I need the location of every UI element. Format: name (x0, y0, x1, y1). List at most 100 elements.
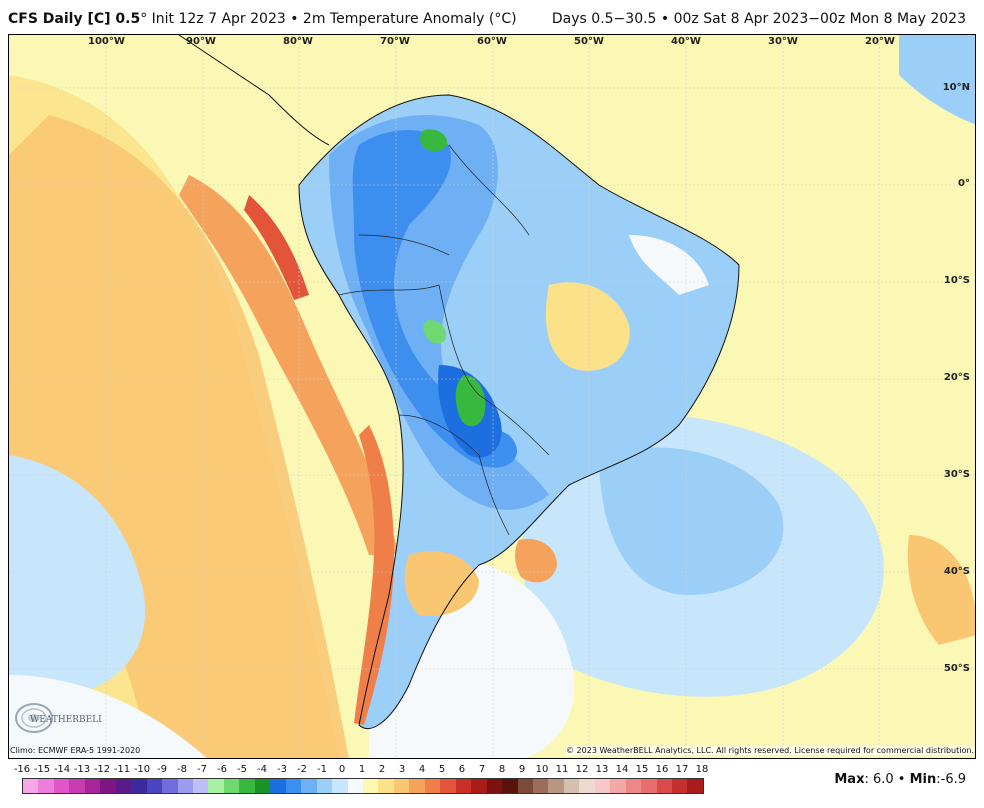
warm-brazil-interior (545, 282, 630, 371)
max-min-readout: Max: 6.0 • Min:-6.9 (834, 772, 966, 787)
model-name: CFS Daily [C] 0.5 (8, 11, 141, 27)
colorbar-tick-label: -14 (53, 764, 71, 775)
colorbar-tick-label: -16 (13, 764, 31, 775)
lon-label-100w: 100°W (88, 36, 125, 47)
max-label: Max (834, 772, 865, 787)
colorbar-swatch (502, 779, 518, 793)
anomaly-map (8, 34, 976, 759)
colorbar-tick-label: 4 (418, 764, 426, 775)
colorbar-swatch (347, 779, 363, 793)
colorbar-tick-label: 8 (498, 764, 506, 775)
colorbar-tick-label: -6 (217, 764, 227, 775)
colorbar-swatch (162, 779, 178, 793)
green-anomaly-bolivia (423, 320, 447, 344)
colorbar-tick-label: -7 (197, 764, 207, 775)
colorbar-swatch (115, 779, 132, 793)
neutral-pacific-south (9, 675, 207, 758)
colorbar-swatch (656, 779, 673, 793)
colorbar-tick-label: 16 (655, 764, 669, 775)
colorbar-tick-label: 17 (675, 764, 689, 775)
colorbar-swatch (517, 779, 533, 793)
lon-label-60w: 60°W (477, 36, 507, 47)
colorbar-tick-label: 6 (458, 764, 466, 775)
colorbar-swatch (208, 779, 224, 793)
colorbar-tick-label: -1 (316, 764, 327, 775)
colorbar-swatch (594, 779, 611, 793)
lon-label-70w: 70°W (380, 36, 410, 47)
separator: • (893, 772, 910, 787)
logo-wordmark: WEATHERBELL (30, 715, 102, 725)
colorbar-tick-label: 2 (378, 764, 386, 775)
colorbar-swatch (239, 779, 255, 793)
colorbar-tick-label: 18 (695, 764, 709, 775)
cold-north-atlantic (899, 35, 975, 125)
colorbar-swatch (362, 779, 379, 793)
header: CFS Daily [C] 0.5° Init 12z 7 Apr 2023 •… (0, 0, 984, 34)
colorbar-swatch (177, 779, 193, 793)
cool-atlantic-core (599, 447, 784, 595)
warm-chile-strip (354, 425, 394, 725)
cool-pacific-south (9, 455, 146, 695)
map-canvas (9, 35, 975, 758)
central-america-coast (178, 35, 330, 146)
colorbar-tick-label: -10 (133, 764, 151, 775)
max-value: : 6.0 (864, 772, 894, 787)
colorbar-swatch (378, 779, 394, 793)
min-value: :-6.9 (936, 772, 966, 787)
map-title: CFS Daily [C] 0.5° Init 12z 7 Apr 2023 •… (8, 11, 517, 27)
lon-label-40w: 40°W (671, 36, 701, 47)
warm-uruguay-coast (515, 538, 557, 583)
colorbar-tick-label: 10 (535, 764, 549, 775)
warm-zone-coastal (179, 175, 399, 555)
colorbar-tick-label: 15 (635, 764, 649, 775)
colorbar-swatch (23, 779, 39, 793)
colorbar-tick-label: -12 (93, 764, 111, 775)
colorbar-swatch (641, 779, 657, 793)
colorbar-swatch (301, 779, 317, 793)
coastline (298, 94, 740, 730)
min-label: Min (909, 772, 937, 787)
colorbar-tick-label: 7 (478, 764, 486, 775)
warm-zone-pacific (9, 115, 349, 758)
valid-period: Days 0.5−30.5 • 00z Sat 8 Apr 2023−00z M… (551, 11, 966, 27)
colorbar-swatch (563, 779, 580, 793)
lat-label-10n: 10°N (942, 82, 970, 93)
colorbar-swatch (270, 779, 286, 793)
colorbar-tick-label: -2 (297, 764, 307, 775)
colorbar-swatch (625, 779, 642, 793)
graticule (9, 35, 975, 758)
colorbar-swatch (332, 779, 348, 793)
colorbar-swatch (146, 779, 163, 793)
green-anomaly-chaco (455, 375, 486, 427)
init-text: Init 12z 7 Apr 2023 • 2m Temperature Ano… (147, 11, 517, 27)
colorbar-tick-label: -9 (157, 764, 167, 775)
colorbar-tick-label: 0 (338, 764, 346, 775)
warm-east-atlantic (907, 535, 975, 645)
lat-label-40s: 40°S (943, 566, 970, 577)
lon-label-80w: 80°W (283, 36, 313, 47)
hot-spot-peru (244, 195, 309, 300)
colorbar-swatch (579, 779, 595, 793)
colorbar-tick-label: -11 (113, 764, 131, 775)
lat-label-0: 0° (958, 178, 970, 189)
lat-label-50s: 50°S (943, 663, 970, 674)
colorbar-tick-label: 11 (555, 764, 569, 775)
colorbar-swatch (471, 779, 487, 793)
colorbar-swatch (84, 779, 101, 793)
colorbar-tick-label: 12 (575, 764, 589, 775)
lat-label-10s: 10°S (943, 275, 970, 286)
lon-label-50w: 50°W (574, 36, 604, 47)
colorbar-swatch (100, 779, 116, 793)
lon-label-30w: 30°W (768, 36, 798, 47)
colorbar-tick-label: 13 (595, 764, 609, 775)
colorbar-swatch (393, 779, 410, 793)
colorbar-swatch (69, 779, 85, 793)
continent-colder-core (352, 130, 518, 468)
colorbar-swatch (192, 779, 209, 793)
colorbar-swatch (409, 779, 425, 793)
colorbar-tick-label: 1 (358, 764, 366, 775)
colorbar-swatch (440, 779, 456, 793)
lat-label-30s: 30°S (943, 469, 970, 480)
colorbar-tick-label: -4 (257, 764, 267, 775)
degree-mark: ° (140, 11, 148, 27)
